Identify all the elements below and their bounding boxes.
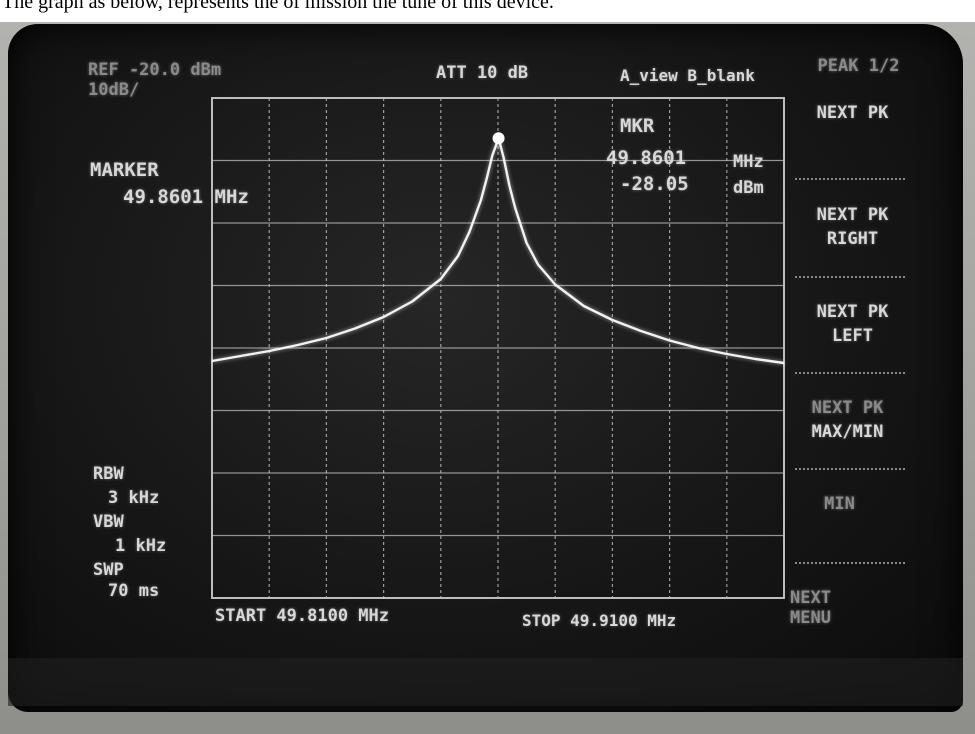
mkr-readout-frequency: 49.8601	[606, 147, 687, 169]
trace-view-mode: A_view B_blank	[620, 66, 755, 85]
softkey-next-peak-right[interactable]: NEXT PK RIGHT	[790, 205, 915, 249]
softkey-separator	[795, 468, 905, 470]
sweep-label: SWP	[93, 560, 124, 580]
mkr-readout-title: MKR	[620, 115, 655, 137]
mkr-readout-amplitude-unit: dBm	[733, 178, 764, 198]
softkey-next-peak-max-min-line2: MAX/MIN	[811, 422, 884, 442]
softkey-next-peak-left-line2: LEFT	[832, 326, 873, 346]
peak-marker	[492, 132, 505, 145]
rbw-label: RBW	[93, 464, 124, 484]
attenuation: ATT 10 dB	[436, 63, 529, 83]
softkey-separator	[795, 276, 905, 278]
start-frequency-label: START 49.8100 MHz	[215, 606, 389, 626]
softkey-separator	[795, 178, 905, 180]
reference-level: REF -20.0 dBm	[88, 60, 222, 80]
softkey-next-menu[interactable]: NEXT MENU	[748, 588, 873, 628]
softkey-next-peak-max-min-line1: NEXT PK	[811, 398, 884, 418]
softkey-next-peak[interactable]: NEXT PK	[816, 103, 889, 123]
vbw-label: VBW	[93, 512, 124, 532]
screen-bottom-strip	[8, 658, 963, 706]
sweep-value: 70 ms	[108, 581, 160, 601]
softkey-separator	[795, 562, 905, 564]
softkey-next-peak-left-line1: NEXT PK	[816, 302, 889, 322]
softkey-menu-title: PEAK 1/2	[817, 56, 900, 76]
softkey-next-menu-line2: MENU	[790, 608, 831, 628]
softkey-next-menu-line1: NEXT	[790, 588, 831, 608]
marker-panel-title: MARKER	[90, 159, 159, 181]
marker-panel-frequency: 49.8601 MHz	[123, 186, 249, 208]
mkr-readout-frequency-unit: MHz	[733, 152, 764, 172]
rbw-value: 3 kHz	[108, 488, 160, 508]
softkey-separator	[795, 372, 905, 374]
softkey-next-peak-right-line1: NEXT PK	[816, 205, 889, 225]
softkey-next-peak-right-line2: RIGHT	[826, 229, 879, 249]
softkey-next-peak-max-min[interactable]: NEXT PK MAX/MIN	[785, 398, 910, 442]
caption-text: The graph as below, represents the of mi…	[0, 0, 975, 22]
softkey-next-peak-left[interactable]: NEXT PK LEFT	[790, 302, 915, 346]
softkey-min[interactable]: MIN	[824, 494, 855, 514]
mkr-readout-amplitude: -28.05	[620, 173, 689, 195]
vbw-value: 1 kHz	[115, 536, 167, 556]
scale-per-division: 10dB/	[88, 80, 140, 100]
stop-frequency-label: STOP 49.9100 MHz	[522, 611, 677, 630]
